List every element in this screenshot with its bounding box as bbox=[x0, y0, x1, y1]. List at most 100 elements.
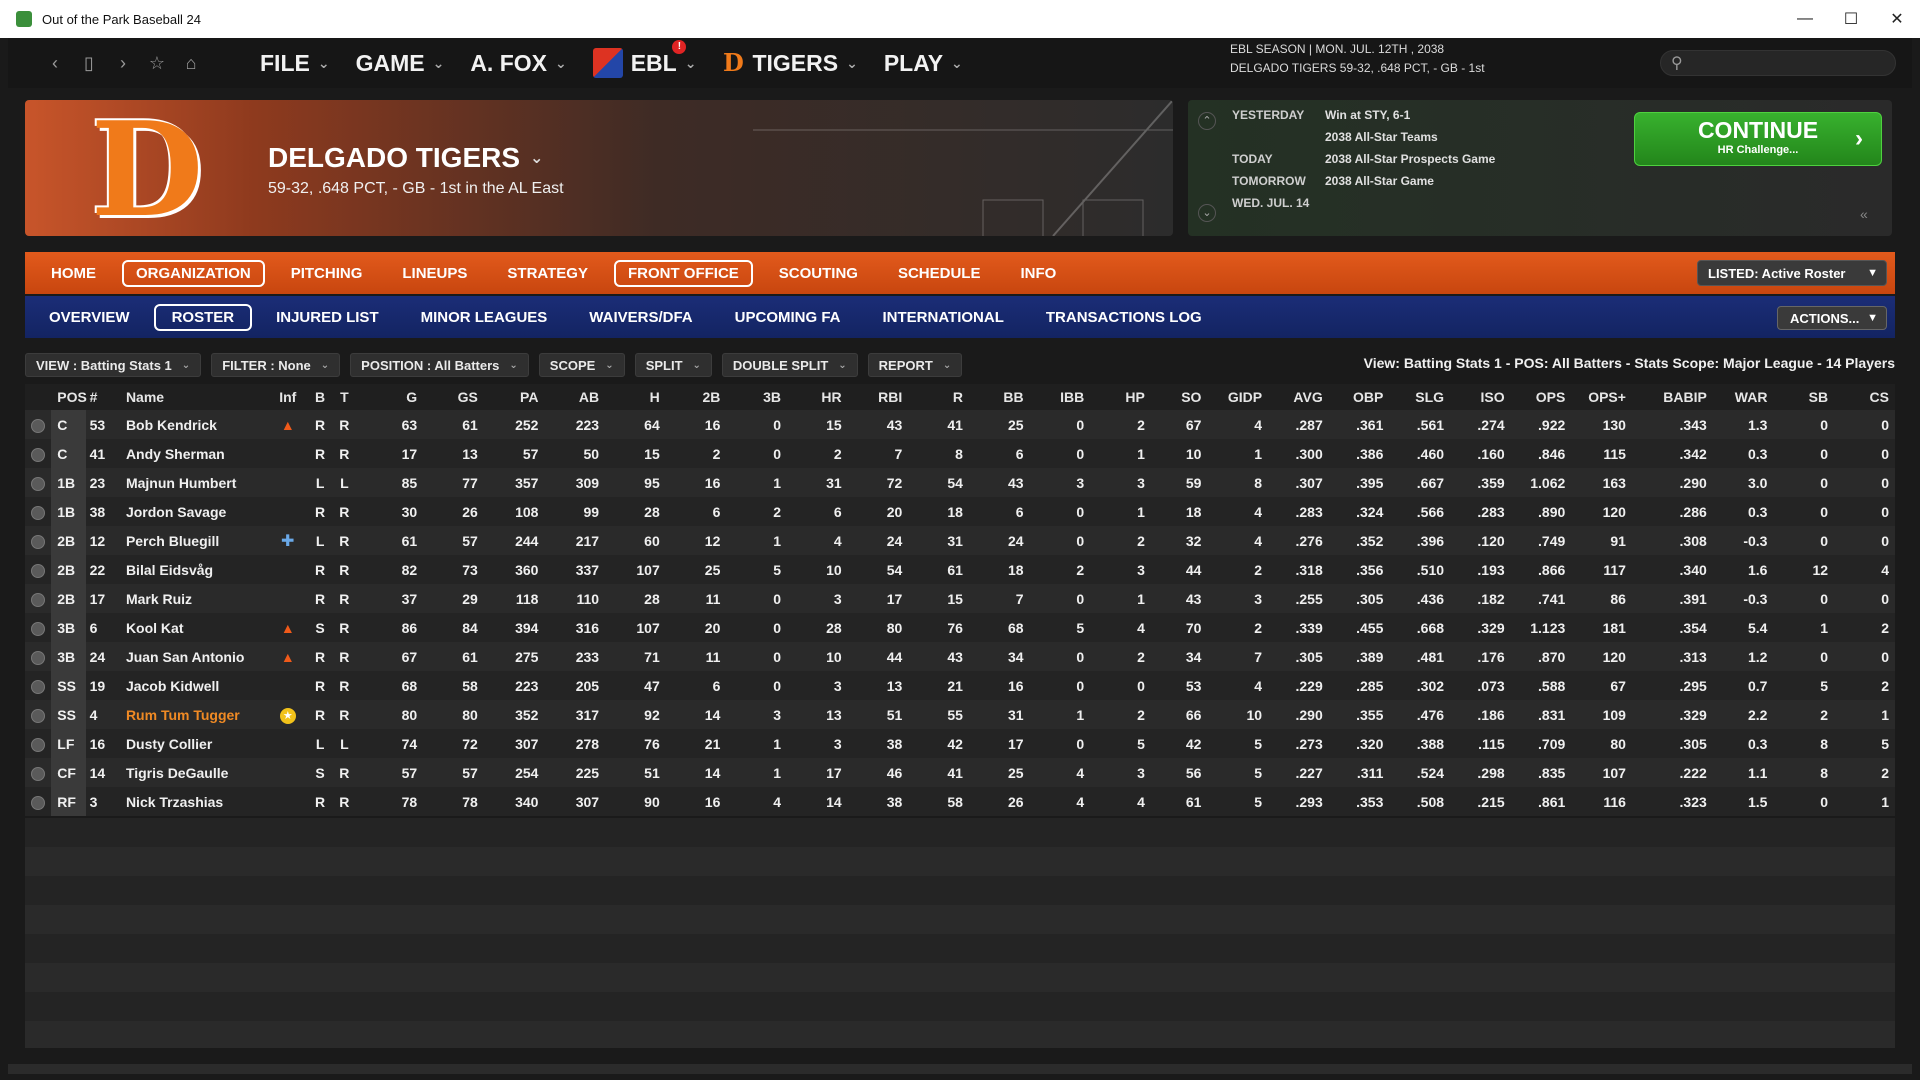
tab-pitching[interactable]: PITCHING bbox=[290, 264, 363, 282]
filter-dropdown[interactable]: POSITION : All Batters ⌄ bbox=[350, 353, 529, 377]
tab-scouting[interactable]: SCOUTING bbox=[778, 264, 858, 282]
column-header[interactable]: OBP bbox=[1328, 384, 1390, 410]
subtab-waivers-dfa[interactable]: WAIVERS/DFA bbox=[589, 308, 693, 326]
player-name[interactable]: Rum Tum Tugger bbox=[115, 700, 268, 729]
column-header[interactable]: # bbox=[85, 384, 116, 410]
tab-home[interactable]: HOME bbox=[51, 264, 96, 282]
continue-button[interactable]: CONTINUE HR Challenge... › bbox=[1634, 112, 1882, 166]
select-radio-icon[interactable] bbox=[31, 766, 46, 781]
close-icon[interactable]: ✕ bbox=[1890, 11, 1904, 28]
player-name[interactable]: Bilal Eidsvåg bbox=[115, 555, 268, 584]
column-header[interactable]: GIDP bbox=[1207, 384, 1269, 410]
column-header[interactable]: Name bbox=[115, 384, 268, 410]
column-header[interactable]: G bbox=[356, 384, 424, 410]
player-name[interactable]: Andy Sherman bbox=[115, 439, 268, 468]
tab-strategy[interactable]: STRATEGY bbox=[507, 264, 588, 282]
row-select[interactable] bbox=[25, 410, 52, 439]
chevron-up-icon[interactable]: ⌃ bbox=[1198, 112, 1216, 130]
filter-dropdown[interactable]: SPLIT ⌄ bbox=[634, 353, 712, 377]
menu-ebl[interactable]: EBL ⌄! bbox=[592, 40, 696, 78]
player-name[interactable]: Nick Trzashias bbox=[115, 787, 268, 816]
table-row[interactable]: C 53 Bob Kendrick ▲ R R 63 61 252 223 64 16 0 15 43 41 2… bbox=[25, 410, 1895, 439]
column-header[interactable]: IBB bbox=[1029, 384, 1091, 410]
select-radio-icon[interactable] bbox=[31, 650, 46, 665]
select-radio-icon[interactable] bbox=[31, 621, 46, 636]
column-header[interactable]: POS bbox=[51, 384, 87, 410]
tab-lineups[interactable]: LINEUPS bbox=[402, 264, 468, 282]
row-select[interactable] bbox=[25, 642, 52, 671]
subtab-upcoming-fa[interactable]: UPCOMING FA bbox=[734, 308, 841, 326]
player-name[interactable]: Majnun Humbert bbox=[115, 468, 268, 497]
select-radio-icon[interactable] bbox=[31, 563, 46, 578]
column-header[interactable]: 2B bbox=[665, 384, 727, 410]
select-radio-icon[interactable] bbox=[31, 505, 46, 520]
column-header[interactable]: BB bbox=[968, 384, 1030, 410]
row-select[interactable] bbox=[25, 439, 52, 468]
table-row[interactable]: 2B 17 Mark Ruiz R R 37 29 118 110 28 11 0 3 17 15 7 0 1 43… bbox=[25, 584, 1895, 613]
subtab-transactions-log[interactable]: TRANSACTIONS LOG bbox=[1045, 308, 1202, 326]
player-name[interactable]: Kool Kat bbox=[115, 613, 268, 642]
star-icon[interactable]: ☆ bbox=[148, 52, 166, 73]
column-header[interactable]: SB bbox=[1773, 384, 1835, 410]
tab-organization[interactable]: ORGANIZATION bbox=[122, 259, 265, 287]
row-select[interactable] bbox=[25, 729, 52, 758]
table-row[interactable]: SS 19 Jacob Kidwell R R 68 58 223 205 47 6 0 3 13 21 16… bbox=[25, 671, 1895, 700]
player-name[interactable]: Juan San Antonio bbox=[115, 642, 268, 671]
column-header[interactable]: AB bbox=[544, 384, 606, 410]
player-name[interactable]: Jacob Kidwell bbox=[115, 671, 268, 700]
subtab-minor-leagues[interactable]: MINOR LEAGUES bbox=[420, 308, 548, 326]
column-header[interactable]: BABIP bbox=[1631, 384, 1713, 410]
select-radio-icon[interactable] bbox=[31, 418, 46, 433]
page-icon[interactable]: ▯ bbox=[84, 52, 94, 73]
table-row[interactable]: 3B 24 Juan San Antonio ▲ R R 67 61 275 233 71 11 0 10… bbox=[25, 642, 1895, 671]
back-icon[interactable]: ‹ bbox=[52, 52, 58, 73]
table-row[interactable]: 2B 12 Perch Bluegill ✚ L R 61 57 244 217 60 12 1 4 24 3… bbox=[25, 526, 1895, 555]
select-radio-icon[interactable] bbox=[31, 476, 46, 491]
row-select[interactable] bbox=[25, 526, 52, 555]
column-header[interactable]: SLG bbox=[1389, 384, 1451, 410]
column-header[interactable]: ISO bbox=[1450, 384, 1511, 410]
table-row[interactable]: CF 14 Tigris DeGaulle S R 57 57 254 225 51 14 1 17 46… bbox=[25, 758, 1895, 787]
table-row[interactable]: C 41 Andy Sherman R R 17 13 57 50 15 2 0 2 7 8 6 0 1 10 1.3… bbox=[25, 439, 1895, 468]
menu-game[interactable]: GAME ⌄ bbox=[356, 50, 445, 77]
menu-tigers[interactable]: D TIGERS ⌄ bbox=[722, 49, 858, 77]
table-row[interactable]: LF 16 Dusty Collier L L 74 72 307 278 76 21 1 3 38 42 1… bbox=[25, 729, 1895, 758]
column-header[interactable]: OPS+ bbox=[1571, 384, 1632, 410]
minimize-icon[interactable]: — bbox=[1797, 10, 1813, 27]
menu-play[interactable]: PLAY ⌄ bbox=[884, 50, 963, 77]
collapse-icon[interactable]: « bbox=[1860, 206, 1868, 222]
player-name[interactable]: Perch Bluegill bbox=[115, 526, 268, 555]
column-header[interactable]: CS bbox=[1834, 384, 1895, 410]
select-radio-icon[interactable] bbox=[31, 795, 46, 810]
row-select[interactable] bbox=[25, 613, 52, 642]
table-row[interactable]: 3B 6 Kool Kat ▲ S R 86 84 394 316 107 20 0 28 80 76 68 5 4… bbox=[25, 613, 1895, 642]
menu-file[interactable]: FILE ⌄ bbox=[260, 50, 330, 77]
row-select[interactable] bbox=[25, 787, 52, 816]
subtab-international[interactable]: INTERNATIONAL bbox=[882, 308, 1004, 326]
row-select[interactable] bbox=[25, 700, 52, 729]
home-icon[interactable]: ⌂ bbox=[185, 52, 197, 73]
select-radio-icon[interactable] bbox=[31, 737, 46, 752]
row-select[interactable] bbox=[25, 758, 52, 787]
filter-dropdown[interactable]: SCOPE ⌄ bbox=[538, 353, 625, 377]
select-radio-icon[interactable] bbox=[31, 534, 46, 549]
column-header[interactable]: T bbox=[332, 384, 357, 410]
actions-button[interactable]: ACTIONS... ▼ bbox=[1777, 306, 1887, 330]
column-header[interactable]: GS bbox=[423, 384, 484, 410]
team-name-dropdown[interactable]: DELGADO TIGERS ⌄ bbox=[268, 142, 543, 174]
player-name[interactable]: Jordon Savage bbox=[115, 497, 268, 526]
row-select[interactable] bbox=[25, 671, 52, 700]
row-select[interactable] bbox=[25, 584, 52, 613]
filter-dropdown[interactable]: DOUBLE SPLIT ⌄ bbox=[721, 353, 858, 377]
column-header[interactable]: B bbox=[307, 384, 333, 410]
column-header[interactable]: PA bbox=[483, 384, 545, 410]
listed-select[interactable]: LISTED: Active Roster ▼ bbox=[1697, 260, 1887, 286]
column-header[interactable]: Inf bbox=[267, 384, 308, 410]
select-radio-icon[interactable] bbox=[31, 708, 46, 723]
select-radio-icon[interactable] bbox=[31, 679, 46, 694]
horizontal-scrollbar[interactable] bbox=[8, 1064, 1912, 1074]
chevron-down-icon[interactable]: ⌄ bbox=[1198, 204, 1216, 222]
player-name[interactable]: Mark Ruiz bbox=[115, 584, 268, 613]
select-radio-icon[interactable] bbox=[31, 592, 46, 607]
subtab-roster[interactable]: ROSTER bbox=[153, 303, 253, 331]
